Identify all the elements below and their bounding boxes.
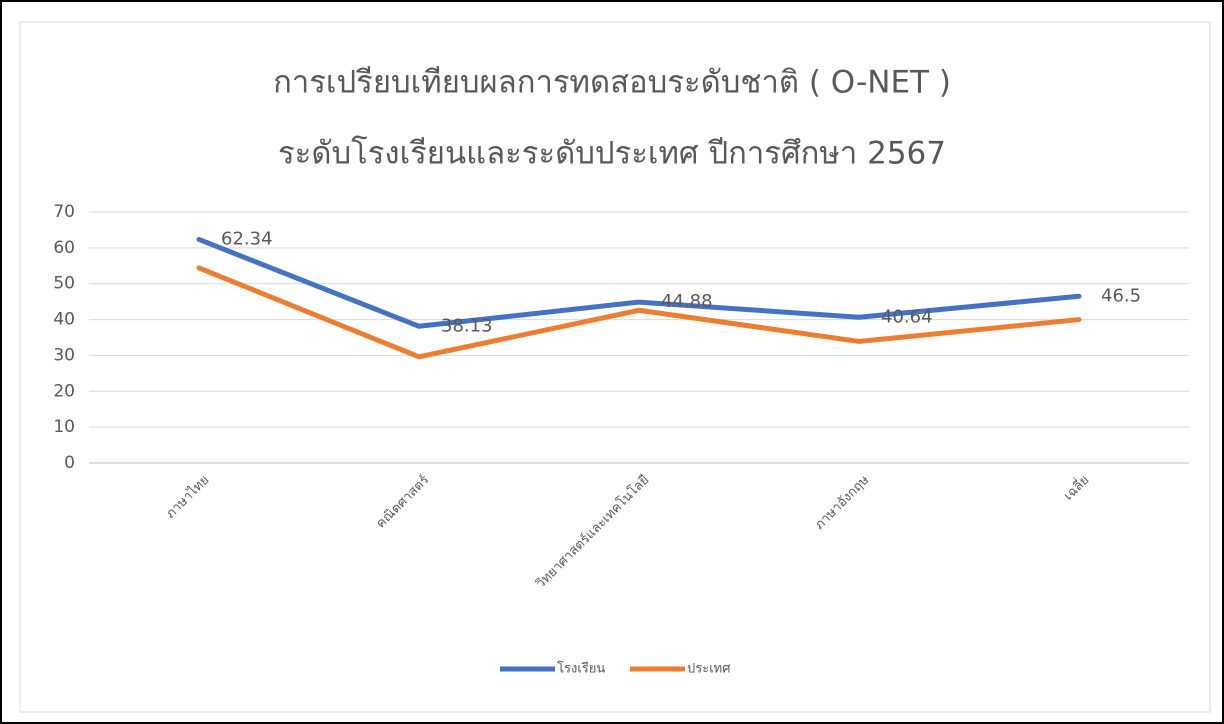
legend-label: โรงเรียน: [557, 661, 605, 677]
chart-title: ระดับโรงเรียนและระดับประเทศ ปีการศึกษา 2…: [278, 136, 946, 172]
y-tick-label: 50: [53, 274, 75, 294]
y-tick-label: 40: [53, 310, 75, 330]
series-line: [196, 265, 1082, 360]
y-tick-label: 10: [53, 417, 75, 437]
chart-title: การเปรียบเทียบผลการทดสอบระดับชาติ ( O-NE…: [273, 65, 951, 101]
chart-frame: [19, 21, 1211, 713]
data-label: 38.13: [441, 315, 493, 336]
data-label: 62.34: [221, 228, 273, 249]
series-line: [196, 236, 1082, 329]
data-label: 40.64: [881, 306, 933, 327]
data-label: 44.88: [661, 291, 713, 312]
y-tick-label: 0: [64, 453, 75, 473]
data-label: 46.5: [1101, 285, 1141, 306]
y-tick-label: 60: [53, 238, 75, 258]
y-tick-label: 30: [53, 345, 75, 365]
y-tick-label: 70: [53, 202, 75, 222]
legend-label: ประเทศ: [687, 662, 731, 677]
y-tick-label: 20: [53, 381, 75, 401]
